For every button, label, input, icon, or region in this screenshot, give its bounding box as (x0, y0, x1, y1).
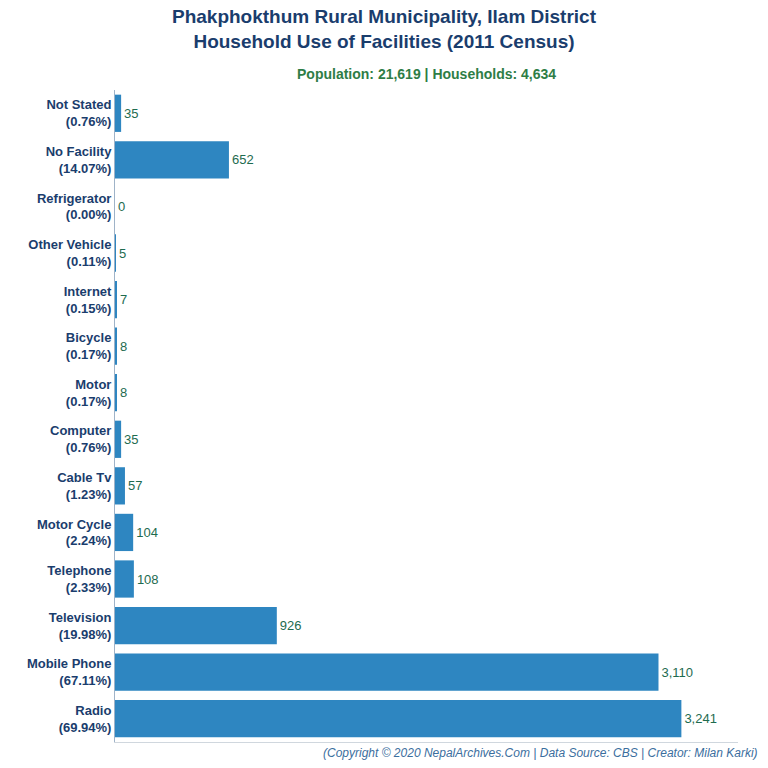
svg-text:8: 8 (120, 385, 127, 400)
svg-text:Population: 21,619 | Household: Population: 21,619 | Households: 4,634 (297, 66, 556, 82)
svg-text:35: 35 (124, 432, 138, 447)
svg-text:Not Stated(0.76%): Not Stated(0.76%) (46, 97, 111, 129)
svg-text:Cable Tv(1.23%): Cable Tv(1.23%) (57, 470, 112, 502)
svg-text:Internet(0.15%): Internet(0.15%) (64, 284, 112, 316)
svg-text:Radio(69.94%): Radio(69.94%) (59, 703, 112, 735)
svg-text:Refrigerator(0.00%): Refrigerator(0.00%) (37, 191, 111, 223)
svg-text:Computer(0.76%): Computer(0.76%) (50, 423, 111, 455)
svg-text:Motor Cycle(2.24%): Motor Cycle(2.24%) (37, 517, 111, 549)
svg-text:652: 652 (232, 152, 254, 167)
svg-text:7: 7 (120, 292, 127, 307)
svg-text:3,241: 3,241 (684, 711, 717, 726)
svg-text:108: 108 (137, 572, 159, 587)
svg-text:Bicycle(0.17%): Bicycle(0.17%) (66, 330, 112, 362)
svg-text:104: 104 (136, 525, 158, 540)
svg-text:Television(19.98%): Television(19.98%) (49, 610, 112, 642)
svg-text:0: 0 (118, 199, 125, 214)
svg-text:Other Vehicle(0.11%): Other Vehicle(0.11%) (28, 237, 111, 269)
svg-text:Motor(0.17%): Motor(0.17%) (66, 377, 112, 409)
svg-text:Telephone(2.33%): Telephone(2.33%) (47, 563, 111, 595)
svg-text:57: 57 (128, 478, 142, 493)
svg-text:Mobile Phone(67.11%): Mobile Phone(67.11%) (27, 656, 112, 688)
svg-text:Phakphokthum Rural Municipalit: Phakphokthum Rural Municipality, Ilam Di… (172, 6, 597, 52)
svg-text:No Facility(14.07%): No Facility(14.07%) (46, 144, 113, 176)
svg-text:35: 35 (124, 106, 138, 121)
svg-text:926: 926 (280, 618, 302, 633)
svg-text:3,110: 3,110 (661, 665, 693, 680)
svg-text:5: 5 (119, 246, 126, 261)
svg-text:(Copyright © 2020 NepalArchive: (Copyright © 2020 NepalArchives.Com | Da… (323, 746, 758, 760)
svg-text:8: 8 (120, 339, 127, 354)
